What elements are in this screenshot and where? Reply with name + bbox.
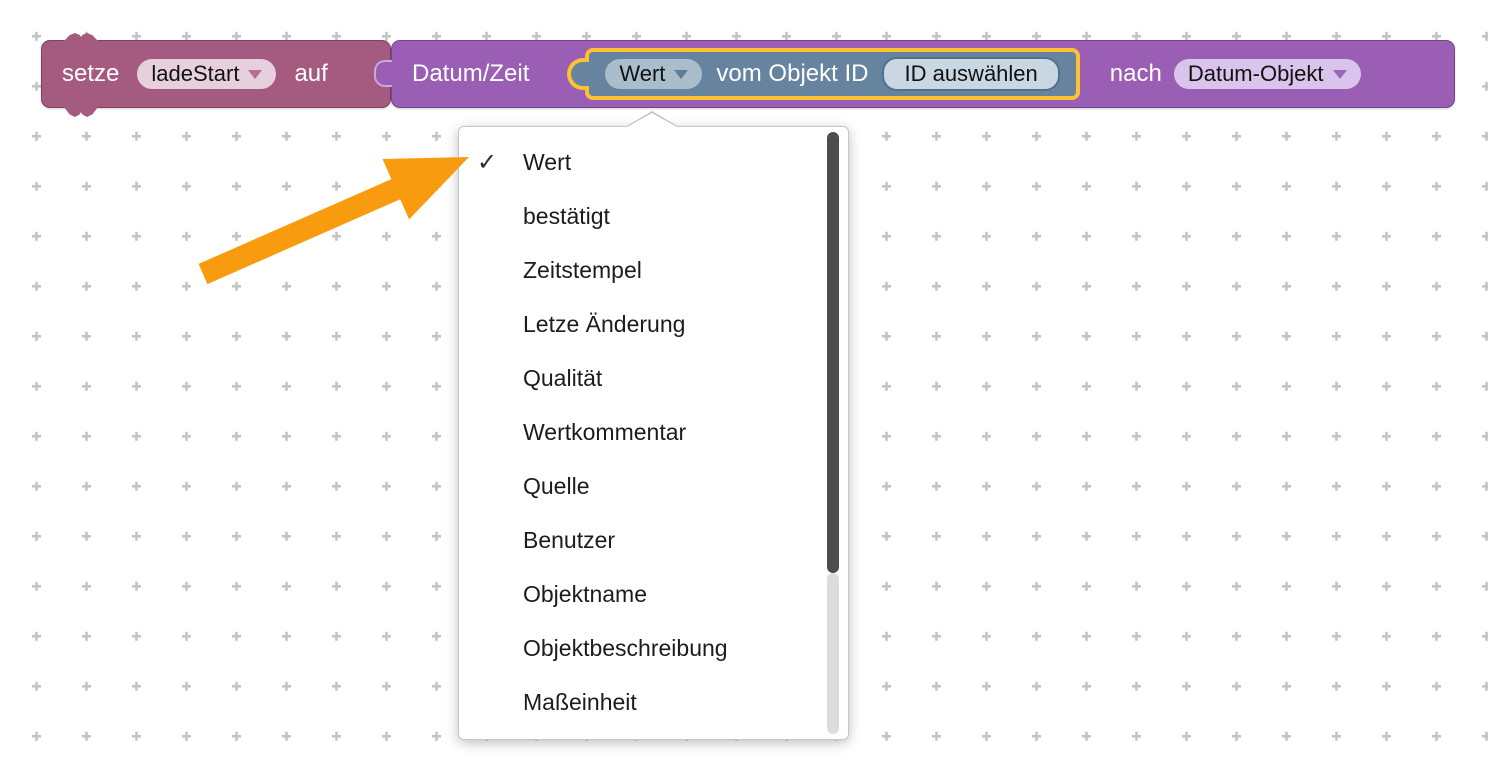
menu-item-label: Wert <box>523 148 572 175</box>
menu-items: ✓ Wert bestätigt Zeitstempel Letze Änder… <box>459 135 848 729</box>
menu-item[interactable]: ✓ Wert <box>459 135 848 189</box>
menu-item-label: bestätigt <box>523 202 610 229</box>
setze-label: setze <box>62 60 120 87</box>
attribute-dropdown-menu: ✓ Wert bestätigt Zeitstempel Letze Änder… <box>458 111 849 740</box>
attribute-dropdown[interactable]: Wert <box>605 59 703 89</box>
output-tab-get-attribute <box>567 58 590 90</box>
menu-item-label: Objektname <box>523 580 648 607</box>
checkmark-icon: ✓ <box>477 148 498 176</box>
object-id-field-value: ID auswählen <box>904 61 1038 86</box>
variable-dropdown[interactable]: ladeStart <box>137 59 277 89</box>
block-get-attribute[interactable]: Wert vom Objekt ID ID auswählen <box>567 48 1080 100</box>
menu-item[interactable]: Objektbeschreibung <box>459 621 848 675</box>
chevron-down-icon <box>248 69 263 79</box>
output-tab-datum-zeit <box>374 60 392 87</box>
menu-item[interactable]: Objektname <box>459 567 848 621</box>
variable-dropdown-value: ladeStart <box>151 61 240 86</box>
menu-item[interactable]: Zeitstempel <box>459 243 848 297</box>
menu-scrollbar-thumb[interactable] <box>827 132 839 573</box>
menu-item-label: Qualität <box>523 364 603 391</box>
menu-item-label: Quelle <box>523 472 590 499</box>
format-dropdown-value: Datum-Objekt <box>1187 61 1324 86</box>
auf-label: auf <box>294 60 328 87</box>
chevron-down-icon <box>674 69 689 79</box>
menu-item-label: Wertkommentar <box>523 418 687 445</box>
block-set-variable[interactable]: setze ladeStart auf <box>41 33 391 117</box>
menu-item[interactable]: Benutzer <box>459 513 848 567</box>
format-dropdown[interactable]: Datum-Objekt <box>1173 59 1361 89</box>
datum-zeit-label: Datum/Zeit <box>412 60 530 87</box>
puzzle-notch-top <box>64 33 98 41</box>
menu-item[interactable]: Qualität <box>459 351 848 405</box>
menu-item[interactable]: Maßeinheit <box>459 675 848 729</box>
menu-item-label: Maßeinheit <box>523 688 637 715</box>
chevron-down-icon <box>1332 69 1347 79</box>
menu-item[interactable]: Letze Änderung <box>459 297 848 351</box>
menu-scrollbar-track[interactable] <box>827 573 839 734</box>
menu-item-label: Benutzer <box>523 526 616 553</box>
menu-item[interactable]: bestätigt <box>459 189 848 243</box>
menu-item-label: Objektbeschreibung <box>523 634 728 661</box>
menu-item-label: Zeitstempel <box>523 256 642 283</box>
puzzle-notch-bottom <box>64 107 98 117</box>
menu-item[interactable]: Wertkommentar <box>459 405 848 459</box>
block-datum-zeit[interactable]: Datum/Zeit Wert vom Objekt ID ID auswähl… <box>391 40 1455 108</box>
vom-objekt-id-label: vom Objekt ID <box>716 60 869 87</box>
menu-item-label: Letze Änderung <box>523 310 686 337</box>
attribute-dropdown-value: Wert <box>619 61 666 86</box>
menu-caret <box>627 113 677 127</box>
object-id-field[interactable]: ID auswählen <box>882 57 1060 91</box>
menu-item[interactable]: Quelle <box>459 459 848 513</box>
nach-label: nach <box>1109 60 1162 87</box>
